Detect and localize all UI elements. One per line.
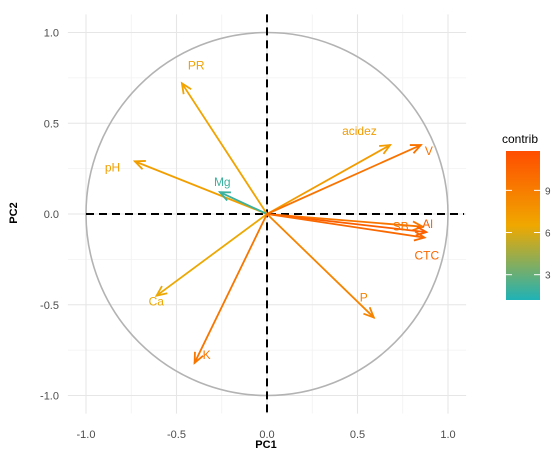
y-axis-ticks: 1.0 0.5 0.0 -0.5 -1.0 bbox=[40, 28, 59, 403]
y-tick-label: -1.0 bbox=[40, 391, 59, 403]
var-label-ca: Ca bbox=[149, 295, 165, 309]
legend-tick-label: 9 bbox=[545, 186, 551, 197]
legend-ticks: 3 6 9 bbox=[506, 186, 551, 282]
legend-tick-label: 3 bbox=[545, 271, 551, 282]
arrow-ph bbox=[132, 160, 268, 215]
legend-tick-label: 6 bbox=[545, 229, 551, 240]
x-tick-label: 0.5 bbox=[350, 429, 365, 441]
variable-labels: PR acidez VpH Mg SB Al CTC Ca P K bbox=[105, 58, 440, 362]
var-label-mg: Mg bbox=[214, 175, 231, 189]
y-axis-title: PC2 bbox=[8, 202, 20, 223]
x-tick-label: 0.0 bbox=[259, 429, 274, 441]
legend-title: contrib bbox=[502, 132, 538, 146]
var-label-ph: pH bbox=[105, 160, 120, 174]
arrow-p bbox=[266, 213, 376, 319]
legend-colorbar bbox=[506, 151, 540, 300]
variable-arrows bbox=[132, 81, 429, 365]
x-tick-label: -1.0 bbox=[77, 429, 96, 441]
var-label-al: Al bbox=[422, 217, 433, 231]
y-tick-label: 1.0 bbox=[44, 28, 59, 40]
var-label-acidez: acidez bbox=[342, 124, 377, 138]
arrow-acidez bbox=[266, 143, 393, 215]
x-axis-title: PC1 bbox=[255, 439, 276, 451]
x-axis-ticks: -1.0 -0.5 0.0 0.5 1.0 bbox=[77, 429, 456, 441]
var-label-pr: PR bbox=[188, 58, 205, 72]
y-tick-label: 0.5 bbox=[44, 118, 59, 130]
y-tick-label: -0.5 bbox=[40, 300, 59, 312]
x-tick-label: -0.5 bbox=[167, 429, 186, 441]
x-tick-label: 1.0 bbox=[440, 429, 455, 441]
arrow-ca bbox=[154, 213, 268, 297]
var-label-p: P bbox=[360, 290, 368, 304]
var-label-v: V bbox=[425, 144, 433, 158]
arrow-mg bbox=[217, 191, 268, 215]
legend: contrib 3 6 9 bbox=[502, 132, 551, 300]
y-tick-label: 0.0 bbox=[44, 209, 59, 221]
arrow-ctc bbox=[266, 213, 427, 242]
var-label-k: K bbox=[203, 348, 211, 362]
arrow-v bbox=[266, 144, 423, 215]
var-label-ctc: CTC bbox=[414, 249, 439, 263]
arrow-pr bbox=[180, 81, 268, 215]
arrow-k bbox=[193, 213, 268, 365]
var-label-sb: SB bbox=[393, 220, 409, 234]
